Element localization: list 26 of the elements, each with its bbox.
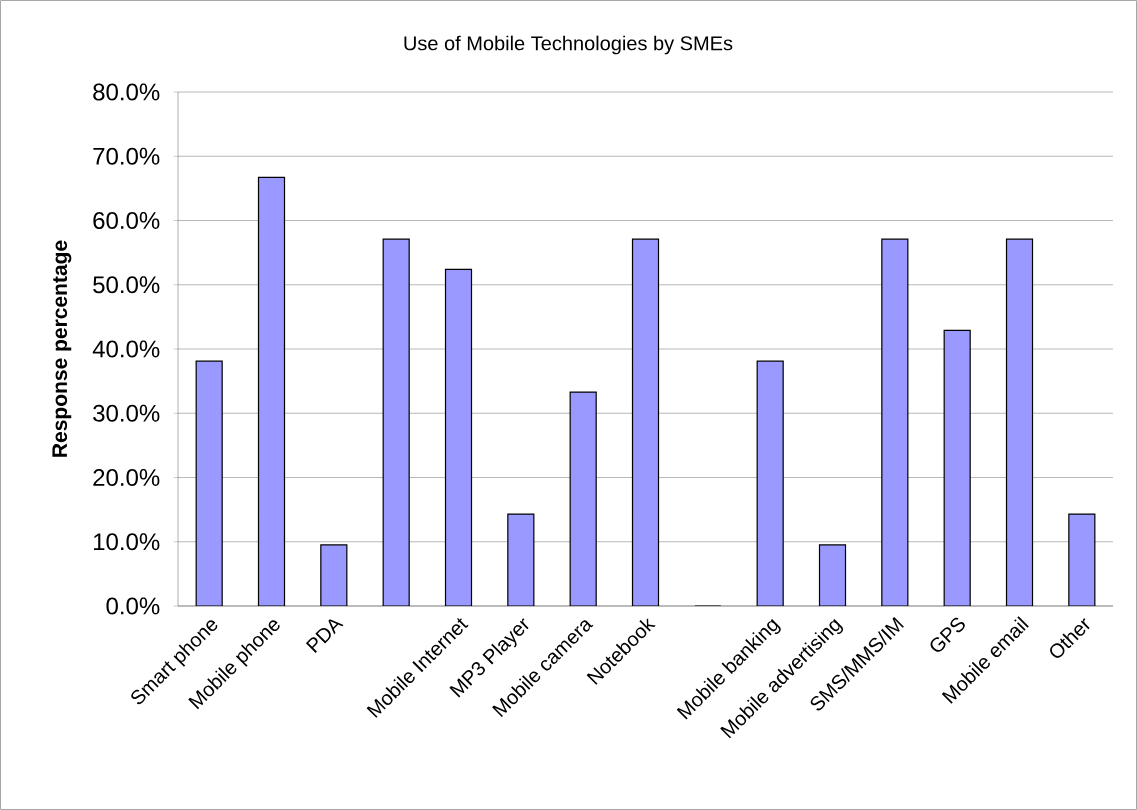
y-tick-label: 60.0% <box>93 212 160 229</box>
bar <box>756 360 784 606</box>
bar <box>569 391 597 606</box>
y-axis-title: Response percentage <box>52 240 72 457</box>
y-tick-label: 50.0% <box>93 276 160 294</box>
bar <box>195 360 223 606</box>
bar <box>257 176 286 606</box>
bar <box>444 268 473 606</box>
bar <box>631 238 660 606</box>
y-tick-label: 80.0% <box>93 83 160 101</box>
y-tick-label: 30.0% <box>93 404 160 422</box>
x-tick-label: PDA <box>305 619 344 653</box>
bar <box>881 238 909 606</box>
bar <box>382 238 410 606</box>
bar <box>1005 238 1034 606</box>
y-tick-label: 10.0% <box>94 533 160 551</box>
y-tick-label: 70.0% <box>93 147 160 165</box>
bar <box>1068 513 1096 606</box>
bar <box>320 544 348 606</box>
chart-title: Use of Mobile Technologies by SMEs <box>404 35 733 55</box>
y-tick-label: 40.0% <box>92 340 160 358</box>
bar <box>818 544 847 606</box>
bar <box>943 329 971 606</box>
y-tick-label: 20.0% <box>93 469 160 486</box>
y-tick-label: 0.0% <box>106 597 160 615</box>
bar <box>507 513 535 606</box>
